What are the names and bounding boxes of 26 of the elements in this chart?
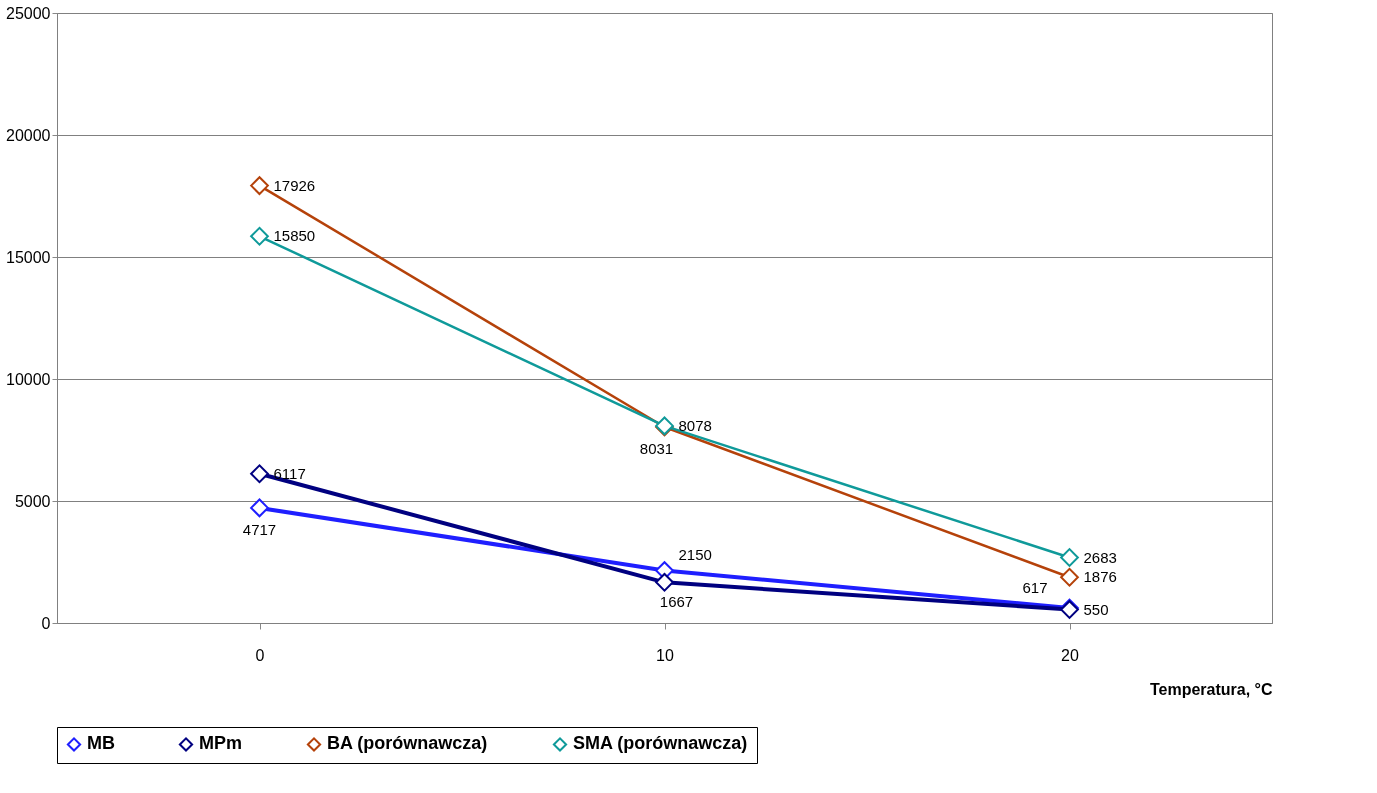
legend-label: SMA (porównawcza) (573, 733, 748, 754)
data-label: 17926 (273, 176, 316, 194)
data-label: 550 (1083, 600, 1109, 618)
data-label: 2683 (1083, 548, 1117, 566)
data-label: 1667 (659, 593, 694, 611)
legend-label: BA (porównawcza) (327, 733, 488, 754)
x-tick-label: 10 (656, 646, 674, 664)
y-tick-label: 25000 (6, 4, 51, 22)
data-label: 1876 (1083, 568, 1117, 586)
y-tick-label: 20000 (6, 126, 51, 144)
y-tick-label: 0 (41, 614, 51, 632)
data-label: 2150 (678, 545, 712, 563)
data-label: 8078 (678, 416, 712, 434)
x-tick-label: 0 (255, 646, 265, 664)
data-label: 4717 (242, 520, 277, 538)
data-label: 6117 (273, 464, 306, 482)
y-tick-label: 15000 (6, 248, 51, 266)
x-axis-title: Temperatura, °C (1149, 680, 1273, 698)
data-label: 617 (1022, 578, 1048, 596)
y-tick-label: 10000 (6, 370, 51, 388)
data-label: 15850 (273, 227, 316, 245)
legend-label: MB (87, 733, 115, 754)
y-tick-label: 5000 (14, 492, 51, 510)
x-tick-label: 20 (1061, 646, 1079, 664)
data-label: 8031 (639, 440, 674, 458)
legend-label: MPm (199, 733, 243, 754)
